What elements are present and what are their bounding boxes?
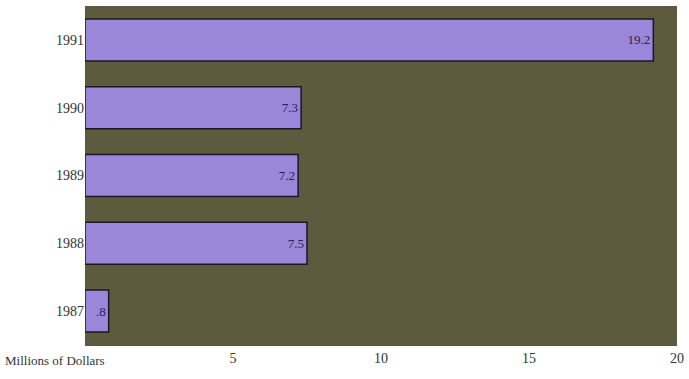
svg-text:.8: .8 [96, 304, 106, 319]
svg-text:1991: 1991 [56, 33, 84, 48]
svg-text:20: 20 [670, 351, 684, 366]
svg-text:19.2: 19.2 [628, 32, 651, 47]
svg-text:10: 10 [374, 351, 388, 366]
svg-text:7.2: 7.2 [279, 168, 295, 183]
svg-text:5: 5 [230, 351, 237, 366]
svg-text:7.5: 7.5 [288, 236, 304, 251]
svg-text:1989: 1989 [56, 168, 84, 183]
svg-text:7.3: 7.3 [282, 100, 298, 115]
svg-text:1987: 1987 [56, 304, 84, 319]
svg-text:15: 15 [522, 351, 536, 366]
svg-text:1988: 1988 [56, 236, 84, 251]
svg-text:1990: 1990 [56, 101, 84, 116]
svg-text:Millions of Dollars: Millions of Dollars [5, 353, 105, 368]
